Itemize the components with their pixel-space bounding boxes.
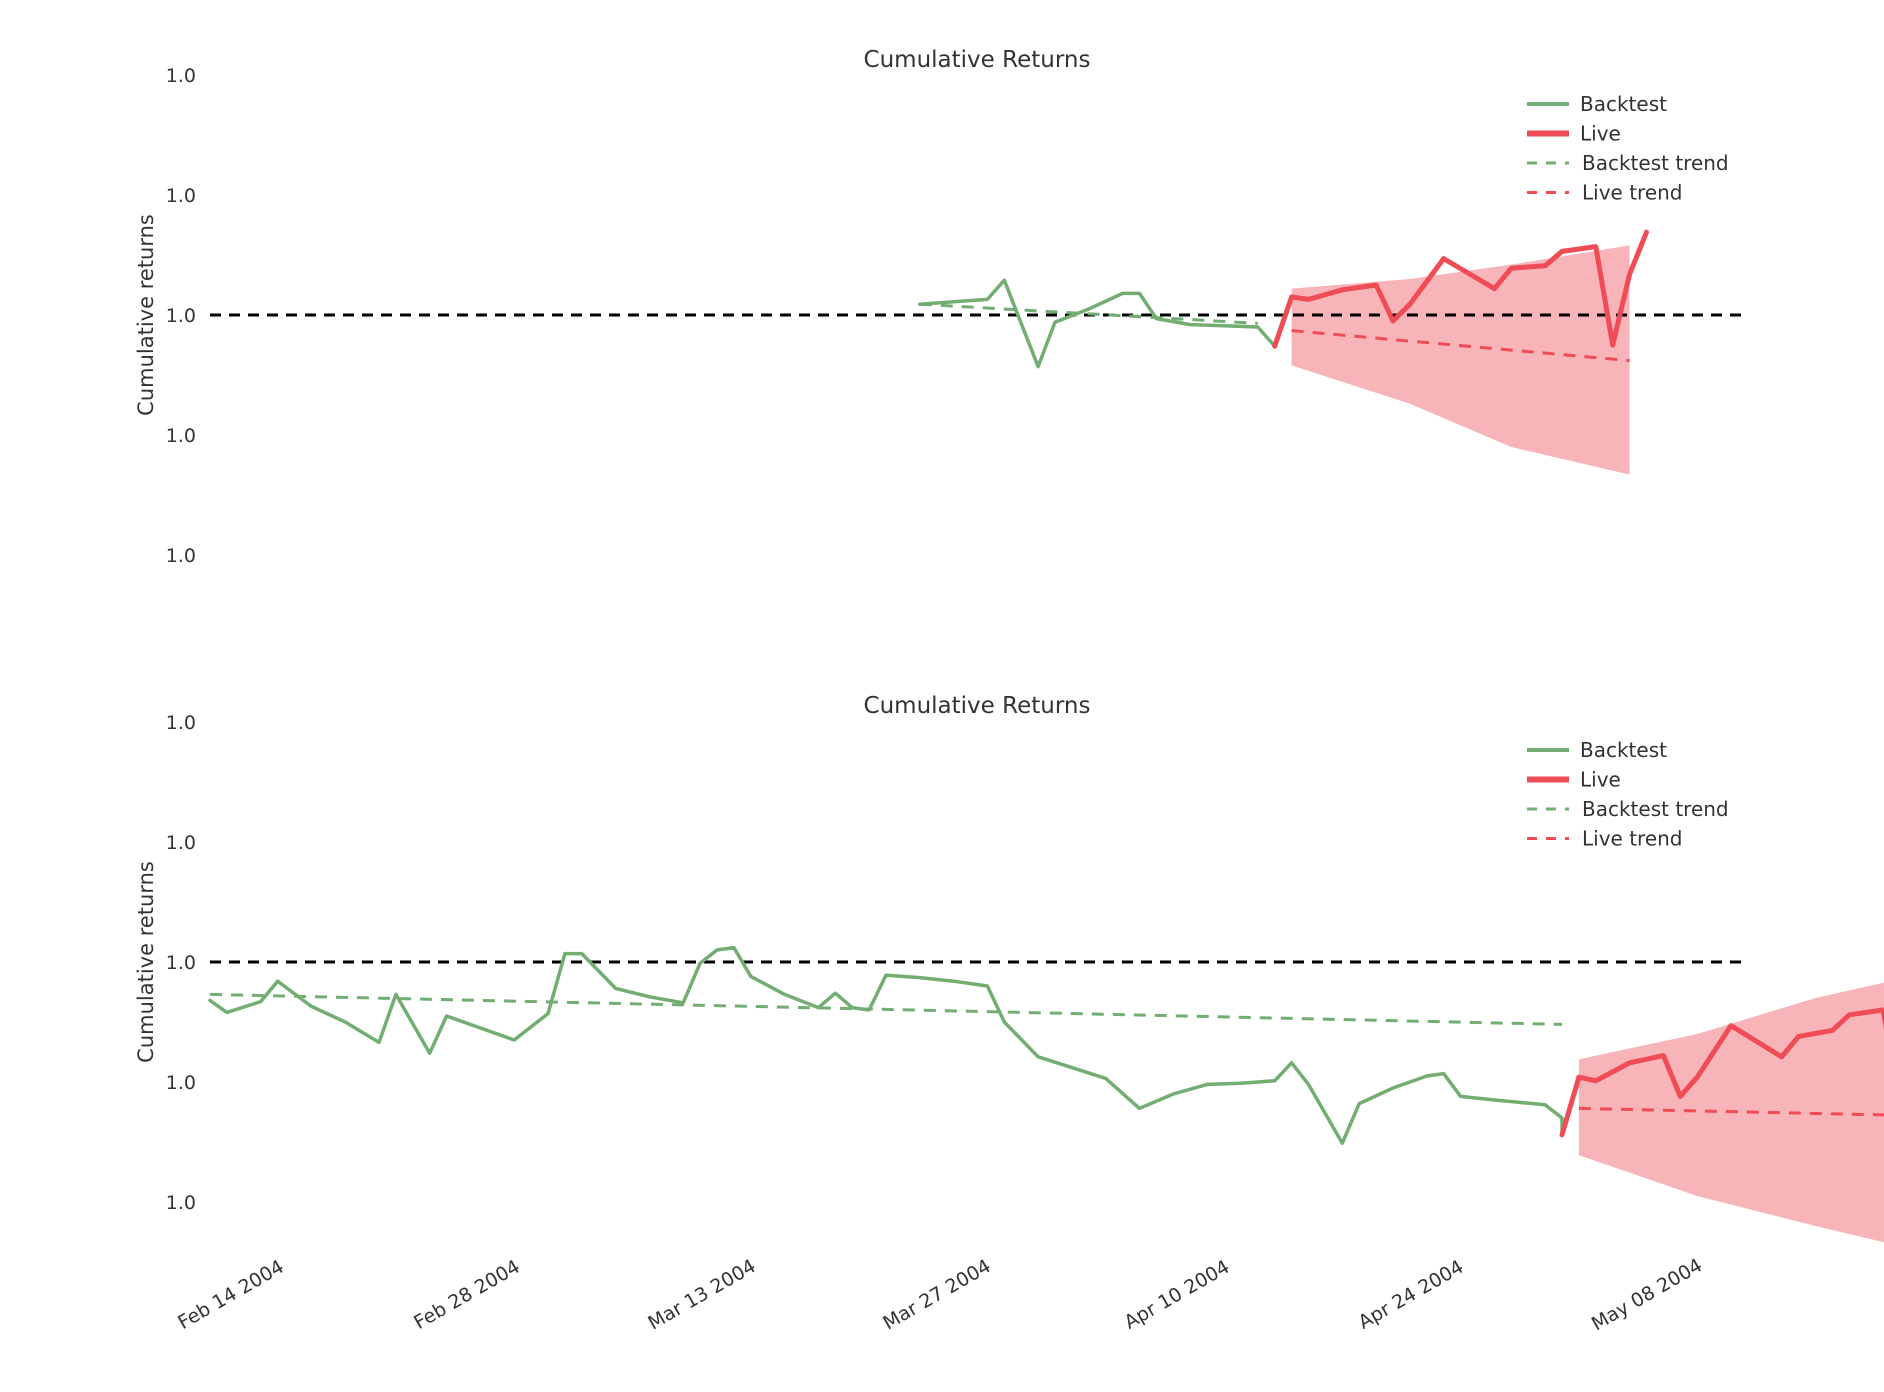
x-tick-label: Mar 13 2004 bbox=[644, 1255, 759, 1334]
y-tick-label: 1.0 bbox=[166, 1192, 196, 1214]
legend-item: Live trend bbox=[1527, 181, 1683, 205]
legend-item: Live bbox=[1527, 768, 1621, 792]
x-tick-label: May 08 2004 bbox=[1588, 1254, 1706, 1335]
confidence-band bbox=[1291, 245, 1630, 475]
legend-label: Live trend bbox=[1582, 827, 1683, 851]
legend-item: Live trend bbox=[1527, 827, 1683, 851]
x-tick-label: Mar 27 2004 bbox=[879, 1255, 994, 1334]
y-axis-label: Cumulative returns bbox=[134, 214, 158, 416]
y-axis-label: Cumulative returns bbox=[134, 861, 158, 1063]
chart-title: Cumulative Returns bbox=[864, 693, 1091, 719]
chart-panel-1: Cumulative Returns Cumulative returns 1.0 1… bbox=[134, 47, 1745, 567]
y-tick-label: 1.0 bbox=[166, 1072, 196, 1094]
legend-item: Backtest trend bbox=[1527, 797, 1729, 821]
y-tick-label: 1.0 bbox=[166, 545, 196, 567]
legend-label: Backtest bbox=[1580, 738, 1667, 762]
legend-item: Backtest bbox=[1527, 738, 1667, 762]
legend-label: Backtest trend bbox=[1582, 797, 1729, 821]
legend-item: Live bbox=[1527, 122, 1621, 146]
y-tick-label: 1.0 bbox=[166, 65, 196, 87]
y-tick-label: 1.0 bbox=[166, 425, 196, 447]
legend-label: Backtest trend bbox=[1582, 151, 1729, 175]
backtest-trend-series bbox=[919, 302, 1258, 325]
y-tick-label: 1.0 bbox=[166, 185, 196, 207]
backtest-series bbox=[208, 945, 1564, 1145]
y-tick-label: 1.0 bbox=[166, 832, 196, 854]
live-trend-series bbox=[1578, 1106, 1884, 1117]
x-tick-label: Apr 24 2004 bbox=[1355, 1256, 1468, 1334]
x-tick-label: Feb 28 2004 bbox=[410, 1256, 523, 1334]
live-trend-series bbox=[1291, 329, 1630, 363]
legend-label: Backtest bbox=[1580, 92, 1667, 116]
legend-item: Backtest bbox=[1527, 92, 1667, 116]
legend-label: Live bbox=[1580, 122, 1621, 146]
y-tick-label: 1.0 bbox=[166, 712, 196, 734]
backtest-trend-series bbox=[209, 992, 1563, 1026]
x-tick-label: Apr 10 2004 bbox=[1121, 1256, 1234, 1334]
live-series bbox=[1272, 229, 1649, 349]
live-series bbox=[1559, 1007, 1884, 1138]
x-tick-label: Feb 14 2004 bbox=[174, 1256, 287, 1334]
legend-label: Live bbox=[1580, 768, 1621, 792]
legend-item: Backtest trend bbox=[1527, 151, 1729, 175]
legend-label: Live trend bbox=[1582, 181, 1683, 205]
chart-title: Cumulative Returns bbox=[864, 47, 1091, 73]
backtest-series bbox=[918, 278, 1277, 369]
y-tick-label: 1.0 bbox=[166, 952, 196, 974]
chart-panel-2: Cumulative Returns Cumulative returns 1.0 1… bbox=[134, 693, 1884, 1335]
y-tick-label: 1.0 bbox=[166, 305, 196, 327]
